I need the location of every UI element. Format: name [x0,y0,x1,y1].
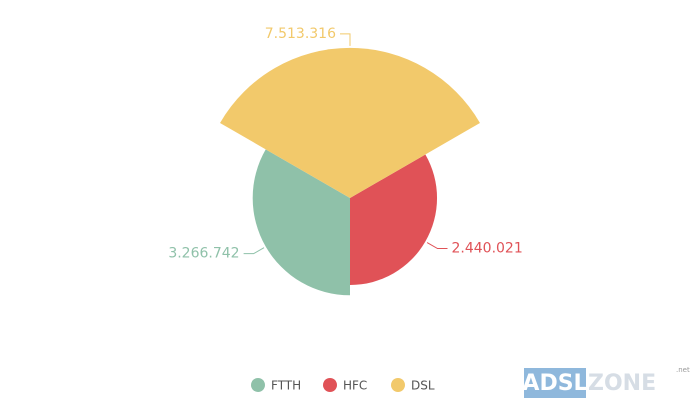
watermark-accent: ZONE [588,371,656,396]
label-line [426,242,448,250]
watermark-suffix: .net [676,366,690,374]
value-label: 2.440.021 [451,241,522,257]
rose-sector [220,47,480,198]
watermark-box [524,368,586,398]
legend-marker [251,378,265,392]
rose-sector [350,154,438,286]
label-line [340,33,351,46]
label-line [243,247,265,255]
legend-label: HFC [343,379,367,393]
rose-sector [252,149,350,296]
watermark: ADSL ZONE .net [522,366,690,398]
watermark-main: ADSL [522,371,587,396]
legend-label: DSL [411,379,435,393]
legend-marker [323,378,337,392]
legend-label: FTTH [271,379,301,393]
legend-marker [391,378,405,392]
value-label: 7.513.316 [265,26,336,42]
value-label: 3.266.742 [168,246,239,262]
